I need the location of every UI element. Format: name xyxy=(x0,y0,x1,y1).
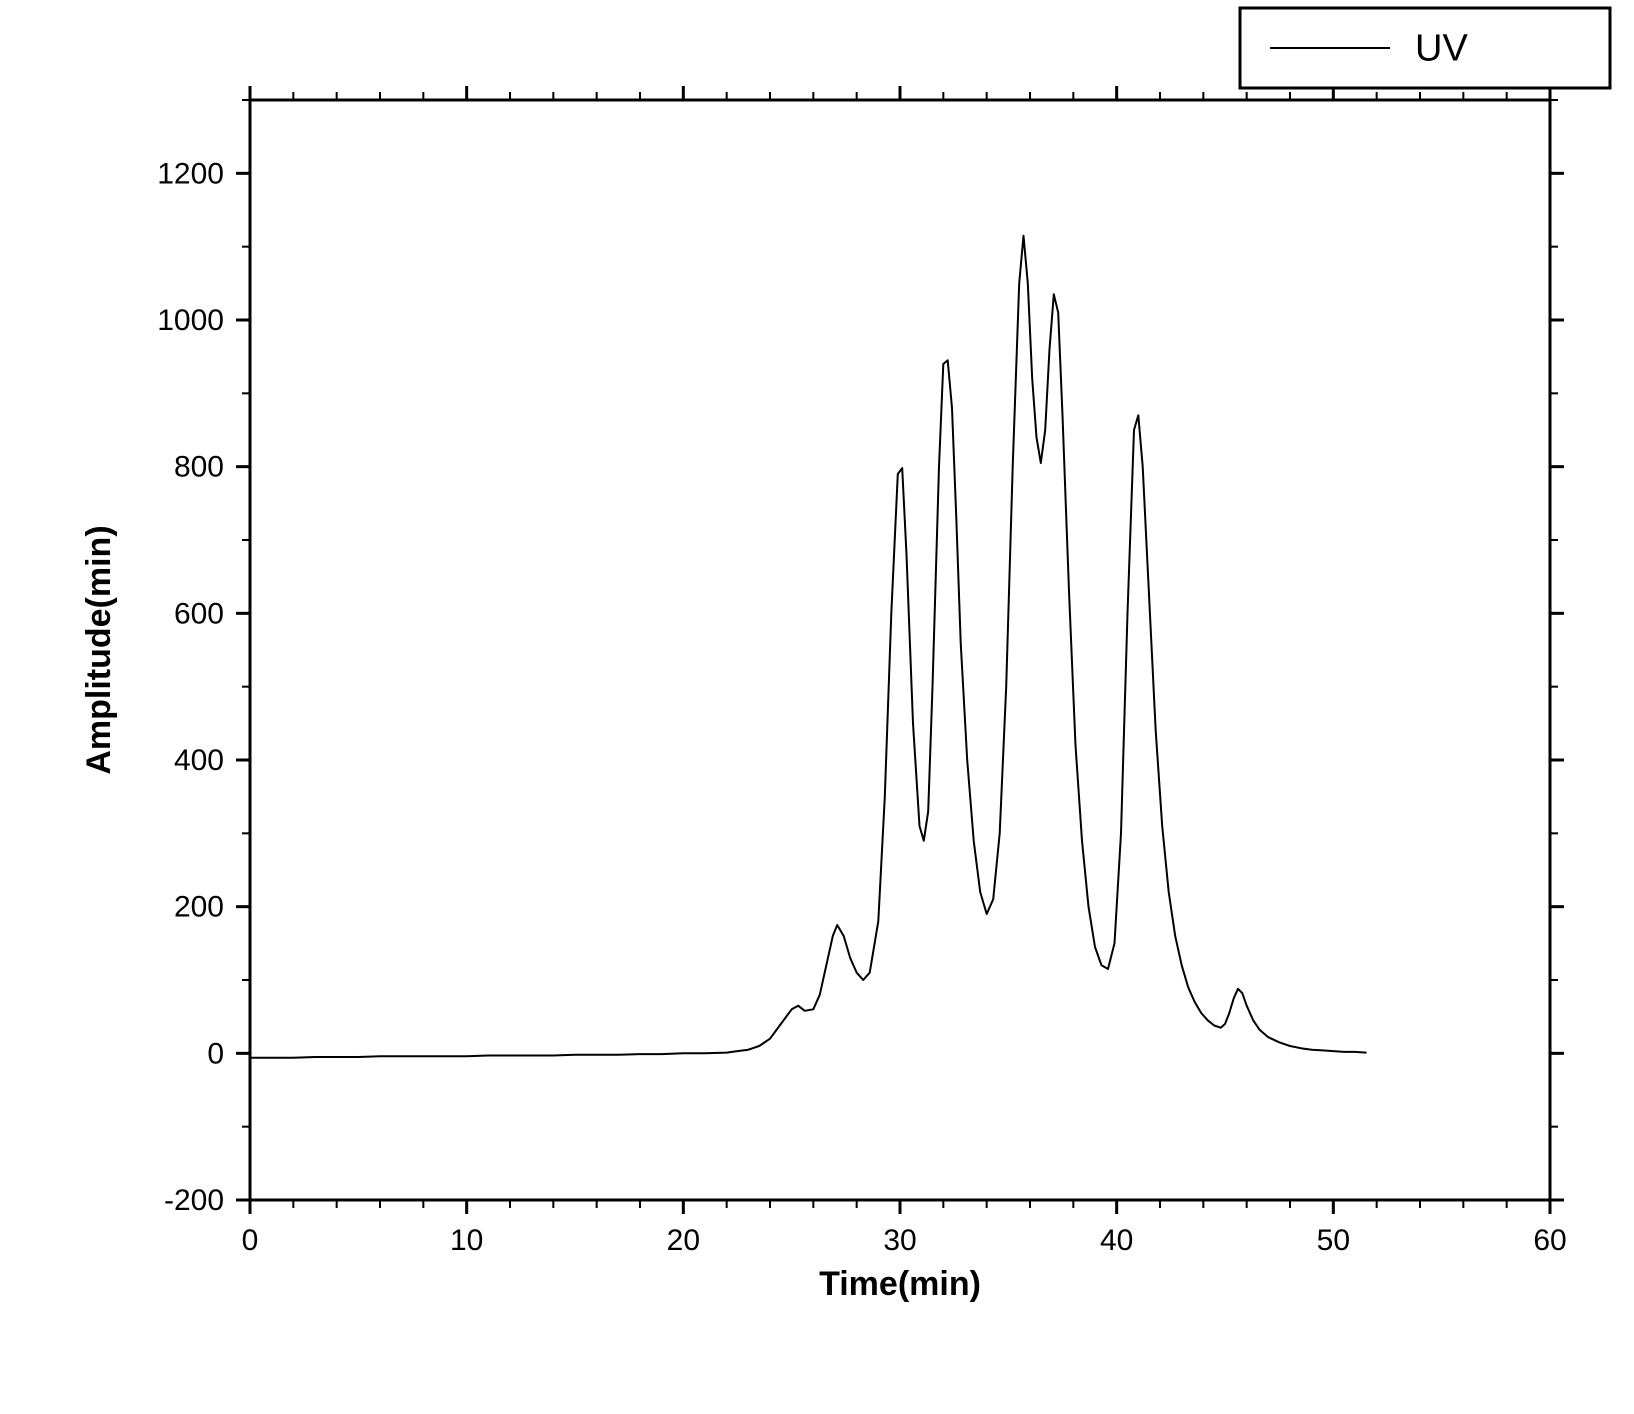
y-tick-label: 200 xyxy=(174,891,224,924)
x-tick-label: 20 xyxy=(667,1224,700,1257)
y-tick-label: 1000 xyxy=(157,304,224,337)
chromatogram-chart: 0 10 20 30 40 50 60 -200 0 200 400 600 800 1000 1200 Ti… xyxy=(0,0,1634,1414)
series-line-uv xyxy=(250,236,1366,1058)
legend-item-label: UV xyxy=(1415,28,1468,70)
chart-svg: 0 10 20 30 40 50 60 -200 0 200 400 600 800 1000 1200 Ti… xyxy=(0,0,1634,1414)
y-tick-label: 600 xyxy=(174,597,224,630)
x-tick-label: 60 xyxy=(1533,1224,1566,1257)
x-tick-label: 50 xyxy=(1317,1224,1350,1257)
x-axis-label: Time(min) xyxy=(819,1265,981,1303)
y-tick-label: 1200 xyxy=(157,157,224,190)
x-tick-label: 10 xyxy=(450,1224,483,1257)
x-tick-label: 40 xyxy=(1100,1224,1133,1257)
y-tick-label: -200 xyxy=(164,1184,224,1217)
plot-frame xyxy=(250,100,1550,1200)
y-tick-label: 0 xyxy=(207,1037,224,1070)
y-tick-label: 400 xyxy=(174,744,224,777)
y-axis-label: Amplitude(min) xyxy=(80,525,118,774)
x-tick-label: 0 xyxy=(242,1224,259,1257)
y-tick-label: 800 xyxy=(174,451,224,484)
x-tick-label: 30 xyxy=(883,1224,916,1257)
